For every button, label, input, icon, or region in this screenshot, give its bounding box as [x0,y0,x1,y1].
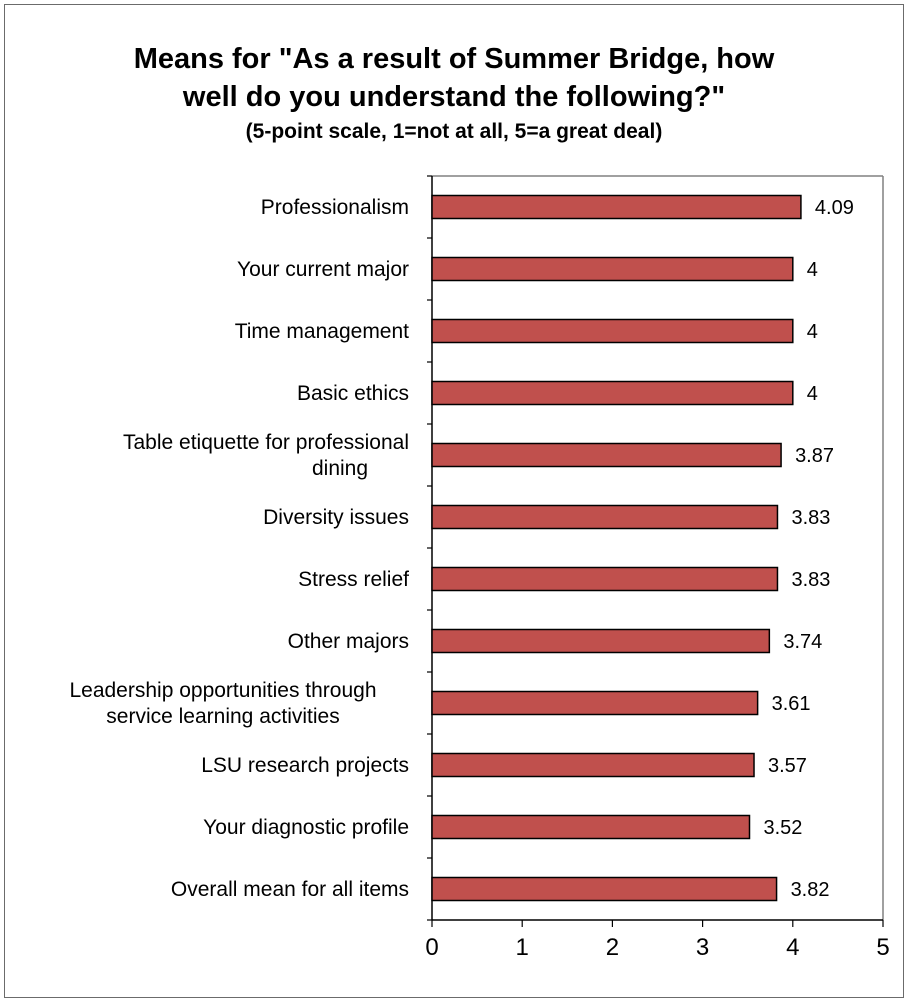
data-label: 4.09 [815,197,854,219]
bar [431,194,802,220]
bar [431,504,779,530]
x-tick-label: 5 [876,934,889,961]
category-label: Your current major [237,258,409,281]
bar [431,628,771,654]
bar [431,876,778,902]
category-label: Your diagnostic profile [203,816,409,839]
category-label: Overall mean for all items [171,878,409,901]
data-label: 3.52 [764,817,803,839]
x-tick-label: 1 [516,934,529,961]
category-label: LSU research projects [201,754,409,777]
data-label: 4 [807,383,818,405]
bar [431,814,751,840]
data-label: 3.83 [791,507,830,529]
chart-title-line-2: well do you understand the following?" [182,81,726,113]
category-label-line: dining [312,457,368,480]
data-label: 3.82 [791,879,830,901]
data-label: 3.61 [772,693,811,715]
category-label: Time management [235,320,409,343]
category-label: Leadership opportunities through service … [69,679,376,728]
category-label-line: Table etiquette for professional [123,431,409,454]
data-label: 3.83 [791,569,830,591]
x-tick-label: 0 [425,934,438,961]
bar [431,256,794,282]
bar [431,752,755,778]
chart-title-block: Means for "As a result of Summer Bridge,… [0,40,908,146]
data-label: 3.57 [768,755,807,777]
category-label: Diversity issues [263,506,409,529]
x-tick-label: 2 [606,934,619,961]
data-label: 4 [807,259,818,281]
category-label: Stress relief [298,568,409,591]
category-label: Table etiquette for professional dining [123,431,409,480]
category-label: Other majors [288,630,409,653]
data-label: 4 [807,321,818,343]
data-label: 3.74 [783,631,822,653]
category-label-line: Leadership opportunities through [69,679,376,702]
data-label: 3.87 [795,445,834,467]
bar [431,318,794,344]
bar [431,442,782,468]
bar [431,690,759,716]
bar [431,566,779,592]
chart-subtitle: (5-point scale, 1=not at all, 5=a great … [245,120,663,143]
category-label: Professionalism [261,196,409,219]
x-tick-label: 3 [696,934,709,961]
category-label: Basic ethics [297,382,409,405]
bar [431,380,794,406]
chart-title-line-1: Means for "As a result of Summer Bridge,… [133,43,775,75]
category-label-line: service learning activities [106,705,339,728]
x-tick-label: 4 [786,934,799,961]
